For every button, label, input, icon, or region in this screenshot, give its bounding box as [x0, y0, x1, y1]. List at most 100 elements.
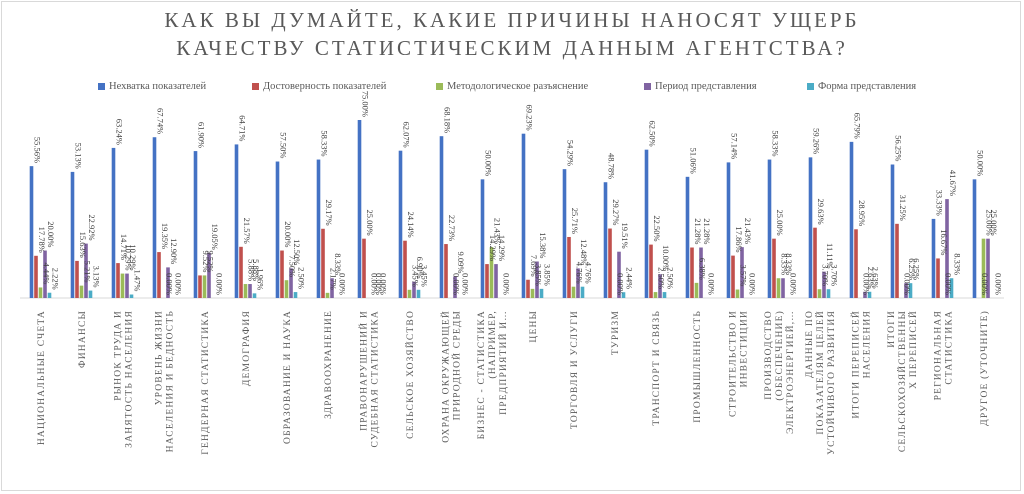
bar — [480, 179, 485, 298]
data-label: 2.22% — [51, 268, 61, 290]
data-label: 58.33% — [771, 130, 781, 156]
data-label: 22.50% — [652, 215, 662, 241]
bar — [252, 293, 257, 298]
bar — [781, 278, 785, 298]
bar — [202, 275, 207, 298]
bar — [239, 246, 243, 298]
data-label: 19.05% — [210, 224, 220, 250]
category-label-line: ИТОГИ — [887, 310, 897, 348]
data-label: 15.63% — [78, 232, 88, 258]
bar — [88, 290, 93, 298]
legend-swatch — [644, 82, 651, 90]
category-label-line: РЕГИОНАЛЬНАЯ — [934, 310, 944, 400]
bar — [125, 273, 129, 298]
data-label: 25.00% — [775, 209, 785, 235]
bar — [75, 260, 79, 298]
category-label-line: ЦЕНЫ — [529, 310, 539, 343]
data-label: 3.70% — [821, 264, 831, 286]
category-label-line: УСТОЙЧИВОГО РАЗВИТИЯ — [825, 310, 837, 455]
data-label: 2.63% — [871, 267, 881, 289]
bar — [562, 169, 567, 298]
data-label: 0.00% — [903, 273, 913, 295]
data-label: 2.17% — [329, 268, 339, 290]
legend-swatch — [252, 82, 259, 90]
category-label-line: ТОРГОВЛЯ И УСЛУГИ — [570, 310, 580, 429]
bar — [325, 292, 330, 298]
bar — [726, 162, 731, 298]
category-label: ОХРАНА ОКРУЖАЮЩЕЙ ПРИРОДНОЙ СРЕДЫ — [440, 310, 463, 443]
data-label: 21.28% — [693, 218, 703, 244]
category-label-line: ОБРАЗОВАНИЕ И НАУКА — [283, 310, 293, 444]
bar — [38, 287, 43, 298]
bar — [407, 289, 412, 298]
bar — [608, 228, 612, 298]
data-label: 14.29% — [488, 235, 498, 261]
data-label: 68.18% — [443, 107, 453, 133]
bar — [289, 268, 293, 298]
category-label-line: НАСЕЛЕНИЯ И БЕДНОСТЬ — [166, 310, 176, 452]
data-label: 33.33% — [935, 190, 945, 216]
bar — [854, 229, 858, 298]
bar — [120, 273, 125, 298]
category-label: ЗДРАВООХРАНЕНИЕ — [324, 310, 334, 419]
bar — [644, 149, 649, 298]
bar — [699, 247, 703, 298]
data-label: 16.67% — [939, 229, 949, 255]
data-label: 53.13% — [74, 143, 84, 169]
bar — [653, 292, 658, 298]
data-label: 29.27% — [611, 199, 621, 225]
data-label: 54.29% — [566, 140, 576, 166]
bar — [863, 291, 867, 298]
data-label: 25.00% — [365, 209, 375, 235]
data-label: 24.14% — [406, 211, 416, 237]
bar — [826, 289, 831, 298]
category-label: ОБРАЗОВАНИЕ И НАУКА — [283, 310, 293, 444]
bar — [685, 176, 690, 298]
legend-label: Период представления — [655, 80, 757, 92]
data-label: 17.78% — [37, 227, 47, 253]
data-label: 19.51% — [620, 222, 630, 248]
data-label: 0.00% — [215, 273, 225, 295]
data-label: 21.28% — [702, 218, 712, 244]
data-label: 3.70% — [830, 264, 840, 286]
data-label: 2.50% — [666, 267, 676, 289]
category-label: ЦЕНЫ — [529, 310, 539, 343]
data-label: 21.57% — [242, 218, 252, 244]
category-label-line: СУДЕБНАЯ СТАТИСТИКА — [371, 310, 381, 448]
data-label: 0.00% — [994, 273, 1004, 295]
data-label: 8.33% — [333, 253, 343, 275]
bar — [904, 283, 908, 298]
data-label: 28.95% — [857, 200, 867, 226]
chart-title-line-2: КАЧЕСТВУ СТАТИСТИЧЕСКИМ ДАННЫМ АГЕНТСТВА… — [176, 36, 848, 60]
bar — [972, 179, 977, 298]
data-label: 6.90% — [415, 257, 425, 279]
category-label: СЕЛЬСКОЕ ХОЗЯЙСТВО — [404, 310, 416, 439]
category-label-line: ОХРАНА ОКРУЖАЮЩЕЙ — [440, 310, 452, 443]
bar — [398, 150, 403, 298]
category-label-line: ДРУГОЕ (УТОЧНИТЕ) — [979, 310, 990, 426]
category-label: ИТОГИ ПЕРЕПИСЕЙ НАСЕЛЕНИЯ — [850, 310, 873, 419]
bar — [617, 251, 621, 298]
chart-title: КАК ВЫ ДУМАЙТЕ, КАКИЕ ПРИЧИНЫ НАНОСЯТ УЩ… — [0, 6, 1024, 62]
data-label: 15.38% — [538, 232, 548, 258]
bar — [949, 278, 954, 298]
legend-swatch — [807, 82, 814, 90]
category-label: РЫНОК ТРУДА И ЗАНЯТОСТЬ НАСЕЛЕНИЯ — [114, 310, 135, 448]
data-label: 1.96% — [256, 268, 266, 290]
category-label-line: ИНВЕСТИЦИИ — [740, 310, 750, 387]
data-label: 29.63% — [816, 198, 826, 224]
data-label: 11.11% — [825, 243, 835, 269]
data-label: 0.00% — [174, 273, 184, 295]
legend-swatch — [436, 82, 443, 90]
bar — [813, 227, 817, 298]
data-label: 3.45% — [411, 265, 421, 287]
bar — [945, 199, 949, 298]
category-label-line: НАЦИОНАЛЬНЫЕ СЧЕТА — [37, 310, 47, 445]
category-label-line: ГЕНДЕРНАЯ СТАТИСТИКА — [201, 310, 211, 455]
bar — [207, 252, 211, 298]
category-label: УРОВЕНЬ ЖИЗНИ НАСЕЛЕНИЯ И БЕДНОСТЬ — [155, 310, 176, 452]
category-label: СТРОИТЕЛЬСТВО И ИНВЕСТИЦИИ — [729, 310, 750, 417]
bar — [867, 291, 872, 298]
